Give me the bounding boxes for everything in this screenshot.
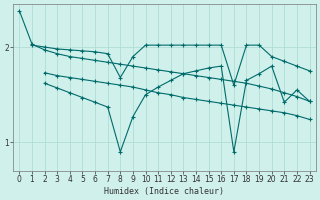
- X-axis label: Humidex (Indice chaleur): Humidex (Indice chaleur): [104, 187, 224, 196]
